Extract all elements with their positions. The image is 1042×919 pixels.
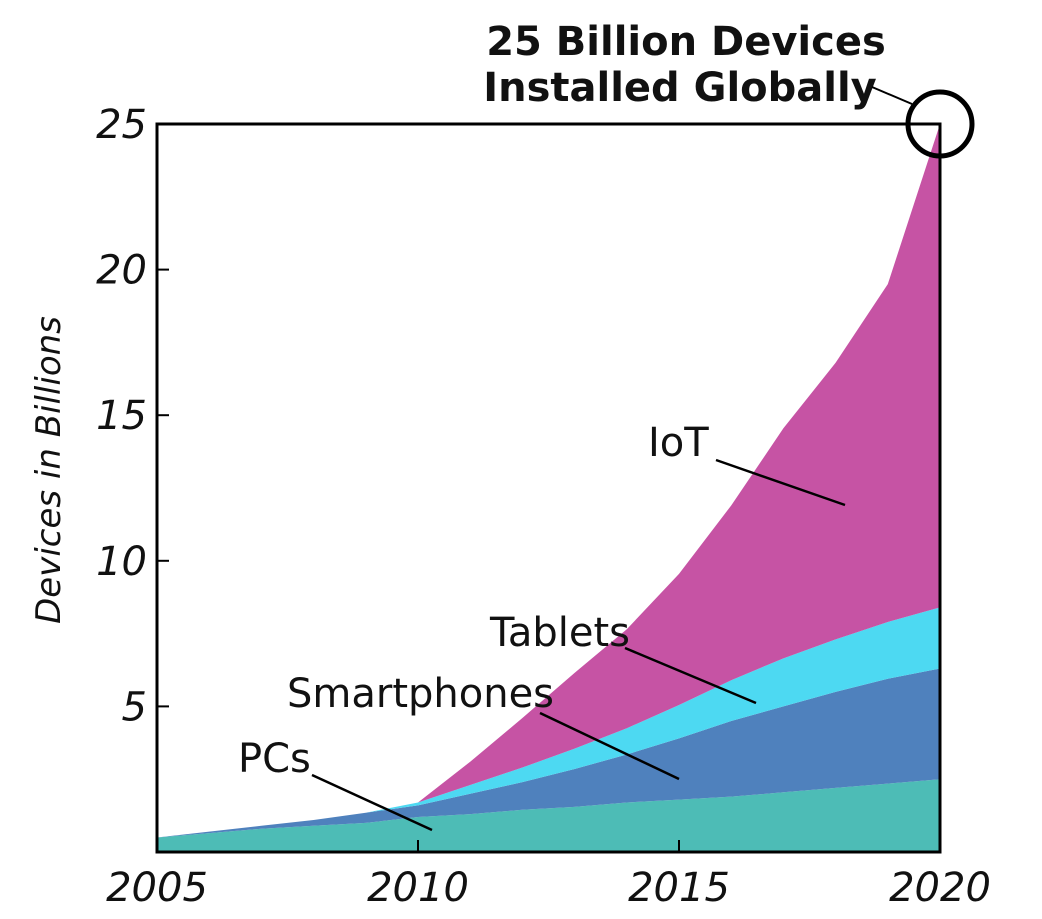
- highlight-circle: [905, 89, 975, 159]
- area-iot: [157, 124, 940, 838]
- area-smartphones: [157, 668, 940, 838]
- y-axis: 5 10 15 20 25: [96, 102, 169, 730]
- x-tick-label: 2005: [106, 865, 208, 911]
- annotation-smartphones-leader: [539, 711, 680, 781]
- area-pcs: [157, 779, 940, 852]
- x-tick-label: 2020: [889, 865, 991, 911]
- x-tick-label: 2015: [628, 865, 730, 911]
- title-pointer-line: [871, 86, 913, 105]
- annotation-tablets: Tablets: [489, 610, 630, 656]
- annotation-iot: IoT: [648, 420, 709, 466]
- chart-title-line-2: Installed Globally: [483, 65, 877, 111]
- y-tick-label: 25: [96, 102, 147, 148]
- annotation-iot-leader: [715, 458, 846, 507]
- x-tick-label: 2010: [367, 865, 469, 911]
- plot-frame: [155, 122, 942, 854]
- y-tick-label: 20: [96, 248, 147, 294]
- annotation-smartphones: Smartphones: [287, 671, 554, 717]
- annotation-pcs: PCs: [238, 736, 311, 782]
- annotation-tablets-leader: [624, 646, 757, 705]
- y-axis-label: Devices in Billions: [29, 316, 69, 624]
- y-tick-label: 10: [96, 539, 147, 585]
- chart-title-line-1: 25 Billion Devices: [486, 19, 886, 65]
- annotation-pcs-leader: [311, 773, 433, 832]
- y-tick-label: 15: [96, 393, 147, 439]
- area-layers: [157, 124, 940, 852]
- y-tick-label: 5: [122, 684, 147, 730]
- x-axis: 2005 2010 2015 2020: [106, 840, 991, 911]
